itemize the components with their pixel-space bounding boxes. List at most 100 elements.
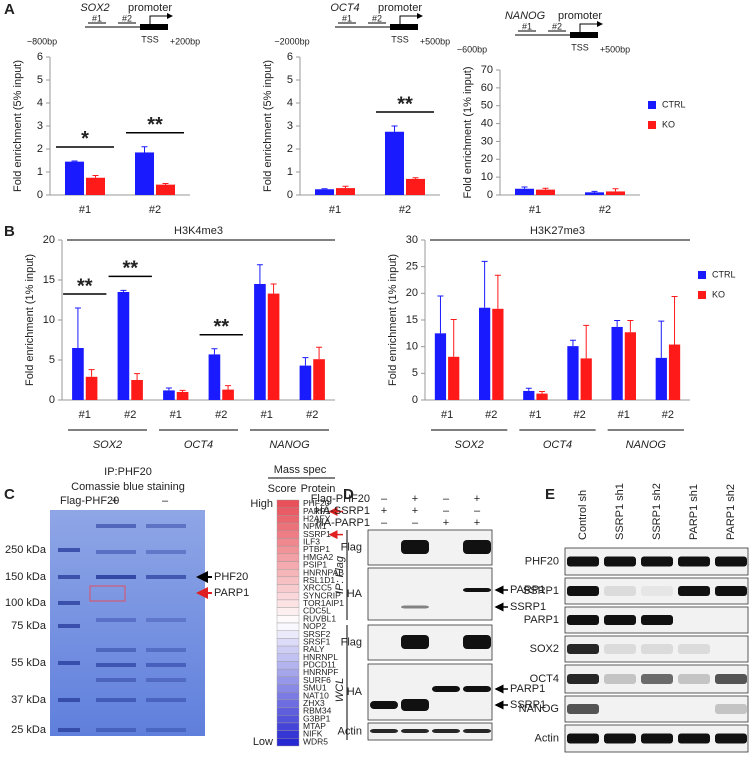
legend-swatch: [698, 291, 706, 299]
bar: [536, 393, 548, 400]
tss-label: TSS: [141, 34, 159, 44]
significance: **: [77, 275, 93, 297]
legend-label: CTRL: [712, 269, 736, 279]
x-tick-label: #1: [618, 409, 630, 421]
bar: [523, 390, 535, 400]
bar: [299, 365, 312, 400]
protein-name: TOR1AIP1: [303, 598, 344, 608]
condition-sign: –: [381, 493, 388, 505]
heatmap-cell: [276, 592, 300, 601]
band-label: SSRP1: [510, 601, 546, 613]
blot-band: [401, 635, 429, 649]
panel-label: E: [545, 486, 555, 503]
blot-band: [715, 556, 747, 567]
condition-sign: –: [474, 505, 481, 517]
gel-band: [96, 728, 136, 732]
protein-name: SRSF1: [303, 636, 331, 646]
y-tick-label: 5: [287, 74, 293, 86]
bar: [72, 348, 84, 400]
band-label: PARP1: [214, 587, 249, 599]
x-tick-label: #1: [261, 409, 273, 421]
blot-band: [641, 674, 673, 684]
y-tick-label: 4: [37, 97, 43, 109]
gel-band: [146, 698, 186, 702]
tss-arrow: [579, 21, 603, 32]
protein-name: RBM34: [303, 706, 332, 716]
blot-band: [567, 704, 599, 714]
condition-sign: +: [474, 493, 480, 505]
gene-name: OCT4: [330, 2, 359, 14]
protein-name: G3BP1: [303, 713, 331, 723]
blot-label: OCT4: [530, 673, 559, 685]
error-bar: [134, 373, 141, 380]
promoter-box: [390, 24, 418, 30]
condition-sign: –: [381, 517, 388, 529]
panel-label: B: [4, 223, 15, 240]
marker-label: 37 kDa: [11, 694, 47, 706]
legend-swatch: [648, 101, 656, 109]
error-bar: [74, 307, 81, 348]
blot-band: [463, 729, 491, 733]
heatmap-cell: [276, 561, 300, 570]
bar: [492, 308, 504, 400]
condition-label: Flag-PHF20: [311, 493, 370, 505]
ladder-band: [58, 548, 80, 552]
y-axis-label: Fold enrichment (1% input): [24, 254, 36, 386]
marker-label: 150 kDa: [5, 571, 47, 583]
blot-label: PARP1: [524, 614, 559, 626]
gel-band: [96, 698, 136, 702]
protein-name: HMGA2: [303, 552, 334, 562]
protein-name: PHF20: [303, 498, 330, 508]
bar: [86, 177, 105, 195]
range-start: −600bp: [457, 44, 487, 54]
site-label: #2: [552, 21, 562, 31]
bar: [479, 307, 491, 400]
error-bar: [583, 324, 590, 359]
significance: **: [213, 316, 229, 338]
column-label: PARP1 sh2: [725, 484, 737, 540]
y-tick-label: 10: [406, 341, 418, 353]
y-tick-label: 6: [37, 51, 43, 63]
protein-name: NPM1: [303, 521, 327, 531]
bar: [611, 326, 623, 400]
y-tick-label: 30: [406, 234, 418, 246]
bar: [385, 131, 404, 195]
x-tick-label: #1: [170, 409, 182, 421]
blot-label: Flag: [341, 541, 362, 553]
promoter-label: promoter: [558, 10, 602, 22]
gel-band: [96, 550, 136, 554]
heatmap-cell: [276, 699, 300, 708]
bar: [176, 392, 189, 400]
x-tick-label: #2: [662, 409, 674, 421]
protein-name: CDC5L: [303, 606, 331, 616]
bar: [655, 357, 667, 400]
heatmap-cell: [276, 722, 300, 731]
blot: [367, 624, 493, 661]
blot-band: [463, 686, 491, 692]
ladder-band: [58, 624, 80, 628]
error-bar: [88, 369, 95, 377]
protein-name: SRSF2: [303, 629, 331, 639]
heatmap-cell: [276, 661, 300, 670]
error-bar: [437, 295, 444, 334]
x-tick-label: #1: [529, 409, 541, 421]
panel-label: C: [4, 486, 15, 503]
blot-band: [401, 540, 429, 554]
ladder-band: [58, 575, 80, 579]
heatmap-cell: [276, 684, 300, 693]
blot-label: Actin: [338, 725, 362, 737]
y-tick-label: 70: [481, 64, 493, 76]
error-bar: [120, 289, 127, 292]
heatmap-cell: [276, 707, 300, 716]
band-label: PARP1: [510, 584, 545, 596]
site-label: #1: [522, 21, 532, 31]
error-bar: [450, 318, 457, 357]
range-end: +500bp: [600, 44, 630, 54]
gel-band: [96, 663, 136, 667]
condition-sign: +: [381, 505, 387, 517]
bar: [580, 358, 592, 400]
y-tick-label: 2: [287, 143, 293, 155]
heatmap-cell: [276, 630, 300, 639]
bar: [606, 191, 625, 195]
protein-name: PARP1: [303, 506, 331, 516]
